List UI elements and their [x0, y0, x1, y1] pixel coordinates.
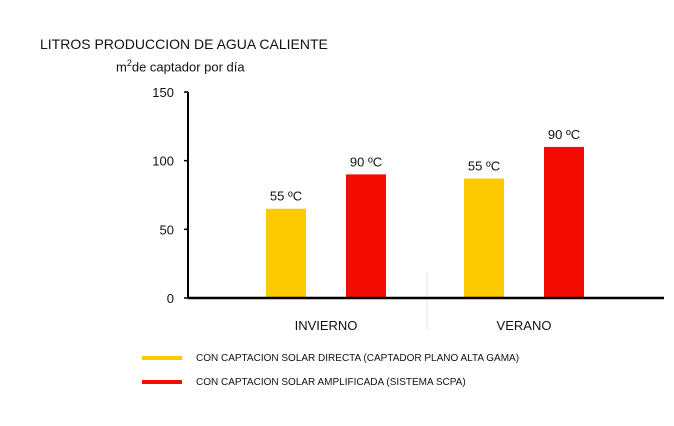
legend-label-series-a: CON CAPTACION SOLAR DIRECTA (CAPTADOR PL… [196, 352, 520, 364]
subtitle-prefix: m [116, 59, 127, 75]
y-tick-label: 50 [160, 222, 174, 237]
data-label: 90 ºC [548, 127, 580, 142]
chart-subtitle: m2de captador por día [116, 58, 245, 74]
bar-directa-invierno [266, 208, 306, 298]
y-tick-label: 150 [152, 85, 174, 100]
legend-item-series-a: CON CAPTACION SOLAR DIRECTA (CAPTADOR PL… [142, 350, 519, 366]
data-label: 55 ºC [468, 159, 500, 174]
y-tick-label: 0 [167, 291, 174, 306]
bar-amplificada-verano [544, 146, 584, 298]
data-label: 55 ºC [270, 189, 302, 204]
x-category-label: INVIERNO [295, 318, 358, 333]
x-category-label: VERANO [497, 318, 552, 333]
bar-amplificada-invierno [346, 174, 386, 298]
legend-label-series-b: CON CAPTACION SOLAR AMPLIFICADA (SISTEMA… [196, 376, 466, 388]
chart-title: LITROS PRODUCCION DE AGUA CALIENTE [40, 36, 328, 52]
subtitle-superscript: 2 [126, 58, 132, 68]
subtitle-suffix: de captador por día [131, 59, 245, 75]
legend-item-series-b: CON CAPTACION SOLAR AMPLIFICADA (SISTEMA… [142, 374, 466, 390]
legend-swatch-series-b [142, 380, 182, 384]
y-tick-label: 100 [152, 154, 174, 169]
data-label: 90 ºC [350, 154, 382, 169]
legend-swatch-series-a [142, 356, 182, 360]
bar-directa-verano [464, 178, 504, 298]
